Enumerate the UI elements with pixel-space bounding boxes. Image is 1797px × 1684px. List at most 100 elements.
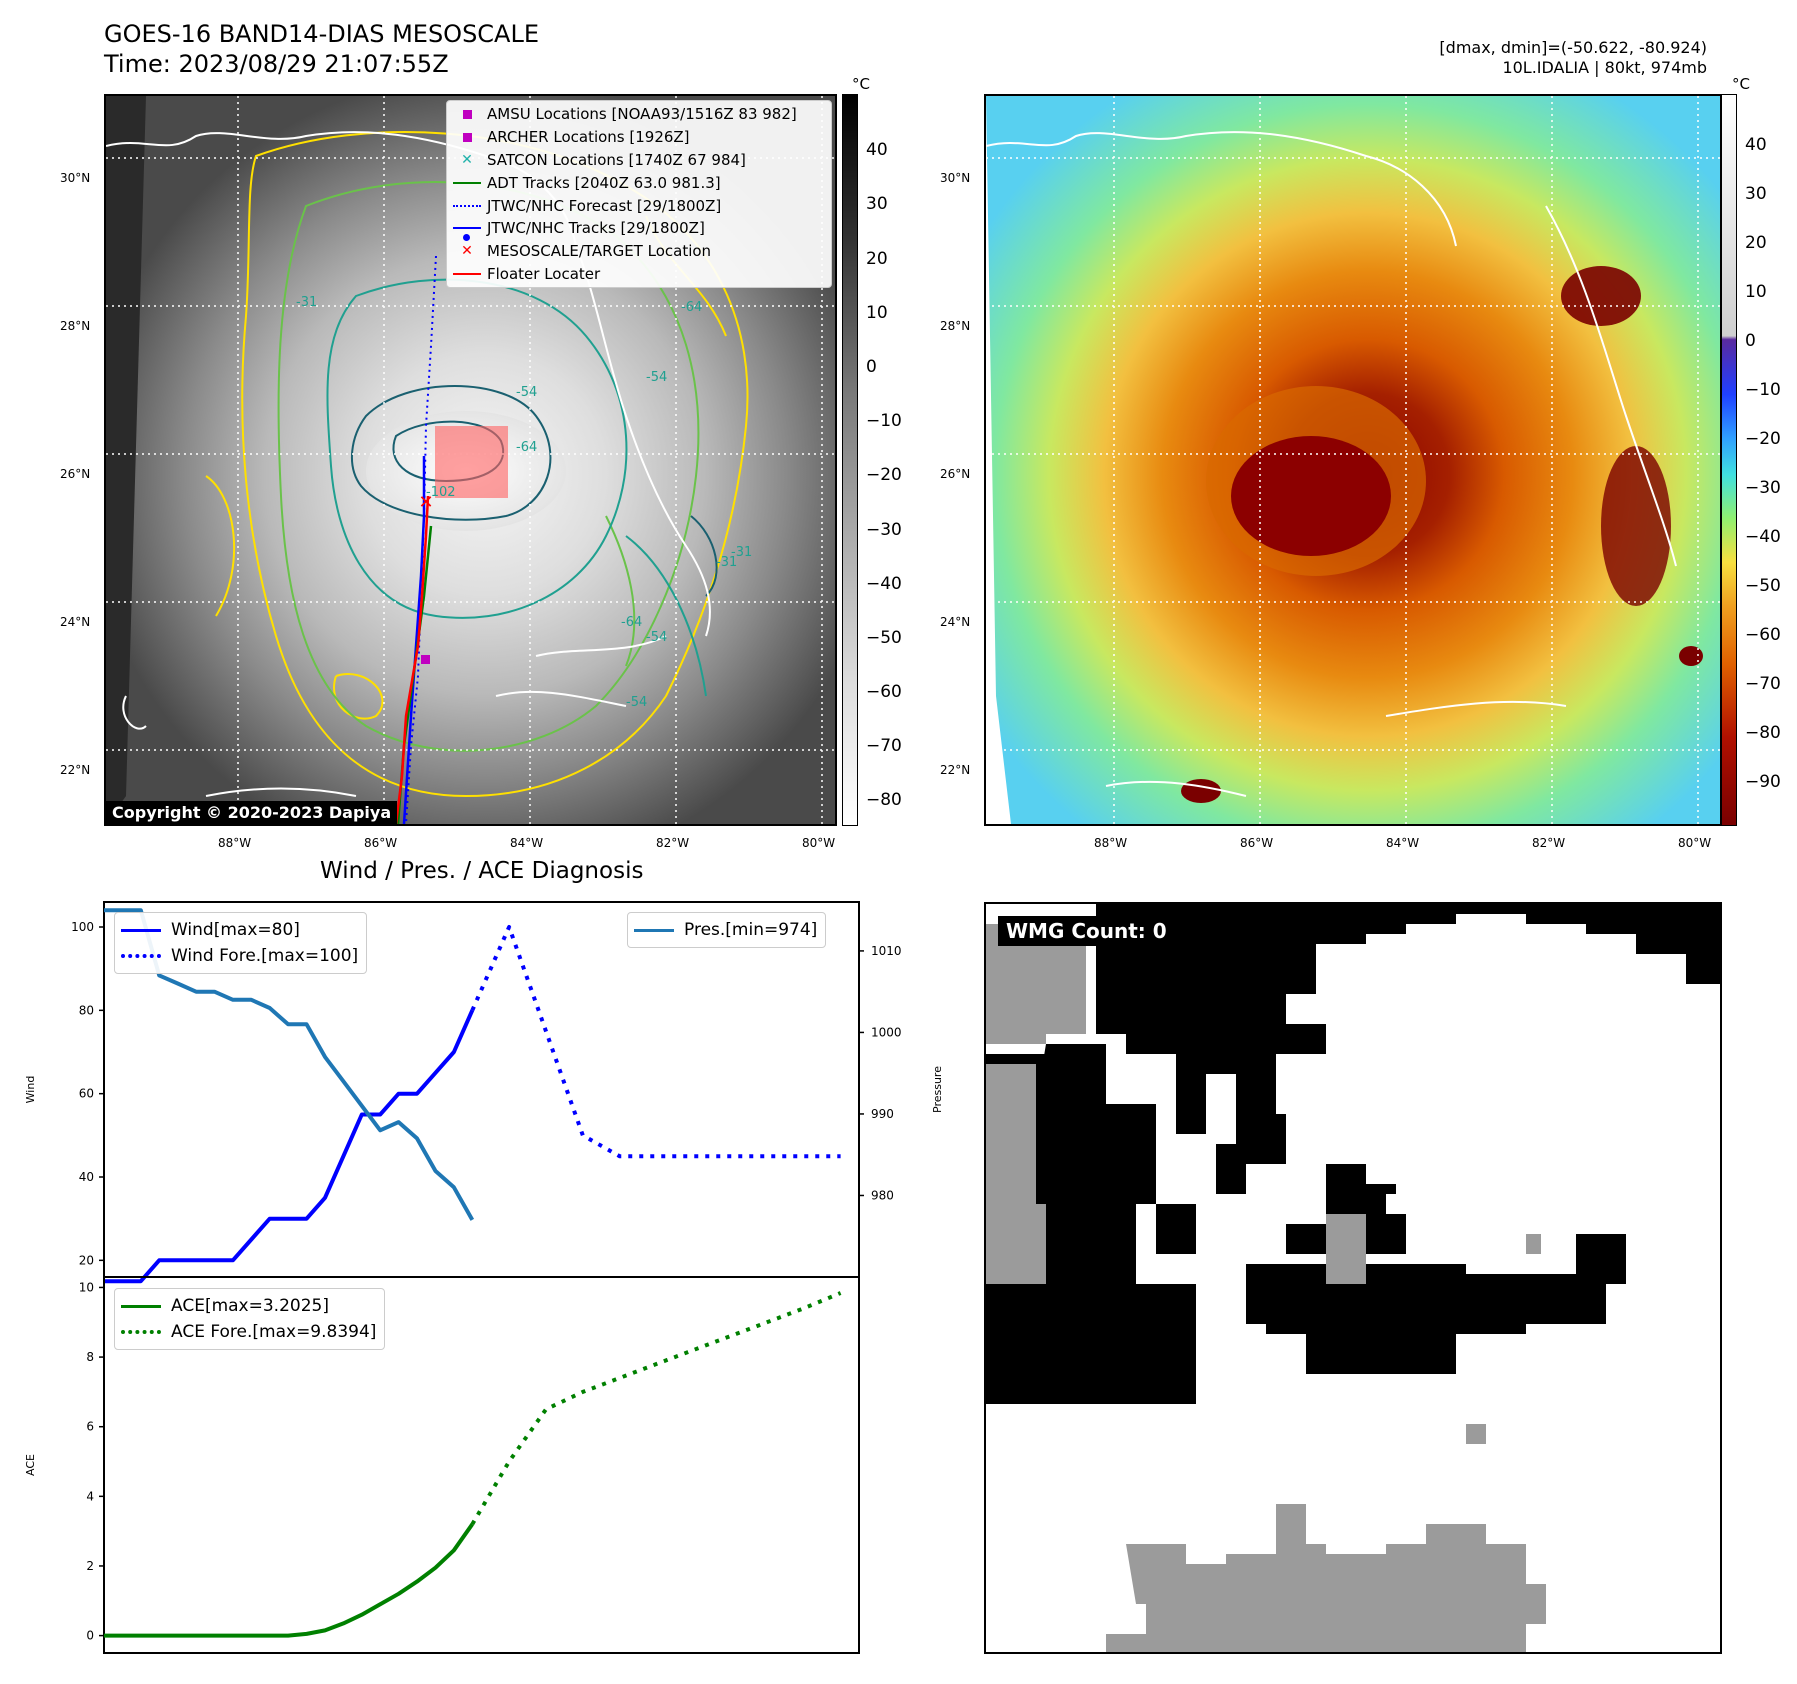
y-tick-label: 8 bbox=[86, 1350, 94, 1364]
lon-label: 82°W bbox=[656, 836, 690, 850]
chart-title: GOES-16 BAND14-DIAS MESOSCALE bbox=[104, 20, 540, 48]
x-marker-icon: ✕ bbox=[461, 243, 473, 260]
lon-label: 80°W bbox=[1678, 836, 1712, 850]
floater-box bbox=[435, 426, 508, 498]
lat-label: 22°N bbox=[60, 763, 91, 777]
y2-tick-label: 1000 bbox=[871, 1025, 902, 1039]
y-tick-label: 6 bbox=[86, 1420, 94, 1434]
solid-line-icon bbox=[634, 928, 674, 932]
y-tick-label: 20 bbox=[79, 1253, 94, 1267]
contour-label: -31 bbox=[296, 295, 317, 310]
series-line bbox=[104, 1523, 474, 1638]
legend-item: ACE[max=3.2025] bbox=[121, 1293, 376, 1319]
y2-tick-label: 990 bbox=[871, 1107, 894, 1121]
series-line bbox=[104, 908, 475, 1221]
colorbar-tick: −90 bbox=[1745, 772, 1781, 792]
dotted-line-icon bbox=[453, 204, 481, 207]
enhanced-ir-image bbox=[986, 96, 1720, 824]
pressure-legend: Pres.[min=974] bbox=[627, 912, 827, 948]
legend-label: ACE Fore.[max=9.8394] bbox=[171, 1322, 377, 1342]
legend-label: Wind[max=80] bbox=[171, 920, 300, 940]
solid-line-icon bbox=[453, 181, 481, 184]
lon-label: 88°W bbox=[218, 836, 252, 850]
dotted-line-icon bbox=[121, 954, 161, 958]
colorbar-tick: −50 bbox=[1745, 576, 1781, 596]
colorbar-tick: 40 bbox=[866, 140, 888, 160]
floater-track bbox=[394, 495, 430, 824]
legend-label: AMSU Locations [NOAA93/1516Z 83 982] bbox=[487, 105, 797, 124]
colorbar-tick: −70 bbox=[866, 736, 902, 756]
best-track bbox=[402, 456, 426, 824]
wind-legend: Wind[max=80] Wind Fore.[max=100] bbox=[114, 912, 368, 974]
colorbar-tick: −70 bbox=[1745, 674, 1781, 694]
y-tick-label: 40 bbox=[79, 1170, 94, 1184]
lat-label: 26°N bbox=[940, 467, 971, 481]
colorbar-tick: −10 bbox=[1745, 380, 1781, 400]
lat-label: 24°N bbox=[60, 615, 91, 629]
colorbar-tick: −50 bbox=[866, 628, 902, 648]
legend-item: Floater Locater bbox=[447, 263, 831, 286]
copyright-label: Copyright © 2020-2023 Dapiya bbox=[106, 801, 398, 824]
lat-label: 26°N bbox=[60, 467, 91, 481]
series-line bbox=[470, 1291, 842, 1526]
lon-label: 84°W bbox=[1386, 836, 1420, 850]
legend-label: Pres.[min=974] bbox=[684, 920, 818, 940]
legend-item: ACE Fore.[max=9.8394] bbox=[121, 1319, 376, 1345]
colorbar-tick: 10 bbox=[866, 303, 888, 323]
x-marker-icon: ✕ bbox=[461, 151, 473, 168]
contour-label: -31 bbox=[731, 545, 752, 560]
y2-axis-label: Pressure bbox=[931, 1066, 944, 1113]
colorbar-tick: −60 bbox=[1745, 625, 1781, 645]
legend-item: ADT Tracks [2040Z 63.0 981.3] bbox=[447, 171, 831, 194]
storm-info-text: 10L.IDALIA | 80kt, 974mb bbox=[1502, 58, 1707, 77]
contour-label: -54 bbox=[516, 385, 537, 400]
colorbar-tick: −10 bbox=[866, 411, 902, 431]
diagnosis-chart: 20 40 60 80 100 980 990 1000 1010 Wind Pressure 0 2… bbox=[24, 901, 944, 1654]
amsu-marker bbox=[421, 655, 430, 664]
color-colorbar bbox=[1721, 94, 1737, 826]
target-marker: ✕ bbox=[418, 492, 433, 513]
legend-label: JTWC/NHC Forecast [29/1800Z] bbox=[487, 196, 722, 215]
gray-colorbar bbox=[842, 94, 858, 826]
y-axis-label: ACE bbox=[24, 1454, 37, 1476]
lon-label: 84°W bbox=[510, 836, 544, 850]
lon-label: 86°W bbox=[1240, 836, 1274, 850]
legend-label: ARCHER Locations [1926Z] bbox=[487, 128, 690, 147]
square-marker-icon bbox=[462, 109, 472, 119]
contour-label: -54 bbox=[626, 695, 647, 710]
y-tick-label: 2 bbox=[86, 1559, 94, 1573]
colorbar-tick: 20 bbox=[1745, 233, 1767, 253]
colorbar-tick: −30 bbox=[1745, 478, 1781, 498]
lon-label: 80°W bbox=[802, 836, 836, 850]
legend-item: ARCHER Locations [1926Z] bbox=[447, 126, 831, 149]
colorbar-tick: −20 bbox=[1745, 429, 1781, 449]
colorbar-tick: −20 bbox=[866, 465, 902, 485]
lon-label: 82°W bbox=[1532, 836, 1566, 850]
legend-label: SATCON Locations [1740Z 67 984] bbox=[487, 150, 746, 169]
wmg-panel: WMG Count: 0 bbox=[984, 902, 1722, 1654]
lat-label: 24°N bbox=[940, 615, 971, 629]
legend-label: ADT Tracks [2040Z 63.0 981.3] bbox=[487, 173, 721, 192]
contour-label: -54 bbox=[646, 370, 667, 385]
legend-label: Floater Locater bbox=[487, 264, 601, 283]
legend-label: JTWC/NHC Tracks [29/1800Z] bbox=[487, 219, 705, 238]
wmg-mask-image bbox=[986, 904, 1720, 1652]
y2-tick-label: 980 bbox=[871, 1188, 894, 1202]
wmg-white-region bbox=[1126, 1054, 1416, 1214]
colorbar-tick: −80 bbox=[1745, 723, 1781, 743]
lon-label: 86°W bbox=[364, 836, 398, 850]
enhanced-ir-map-panel bbox=[984, 94, 1722, 826]
colorbar-tick: 30 bbox=[1745, 184, 1767, 204]
y-tick-label: 10 bbox=[79, 1280, 94, 1294]
legend-item: AMSU Locations [NOAA93/1516Z 83 982] bbox=[447, 103, 831, 126]
legend-item: Pres.[min=974] bbox=[634, 917, 817, 943]
y-tick-label: 4 bbox=[86, 1489, 94, 1503]
legend-item: ✕ MESOSCALE/TARGET Location bbox=[447, 240, 831, 263]
lat-label: 28°N bbox=[940, 319, 971, 333]
lat-label: 28°N bbox=[60, 319, 91, 333]
legend-item: JTWC/NHC Forecast [29/1800Z] bbox=[447, 194, 831, 217]
lat-label: 30°N bbox=[940, 171, 971, 185]
dotted-line-icon bbox=[121, 1330, 161, 1334]
contour-label: -64 bbox=[516, 440, 537, 455]
series-line bbox=[470, 925, 841, 1159]
